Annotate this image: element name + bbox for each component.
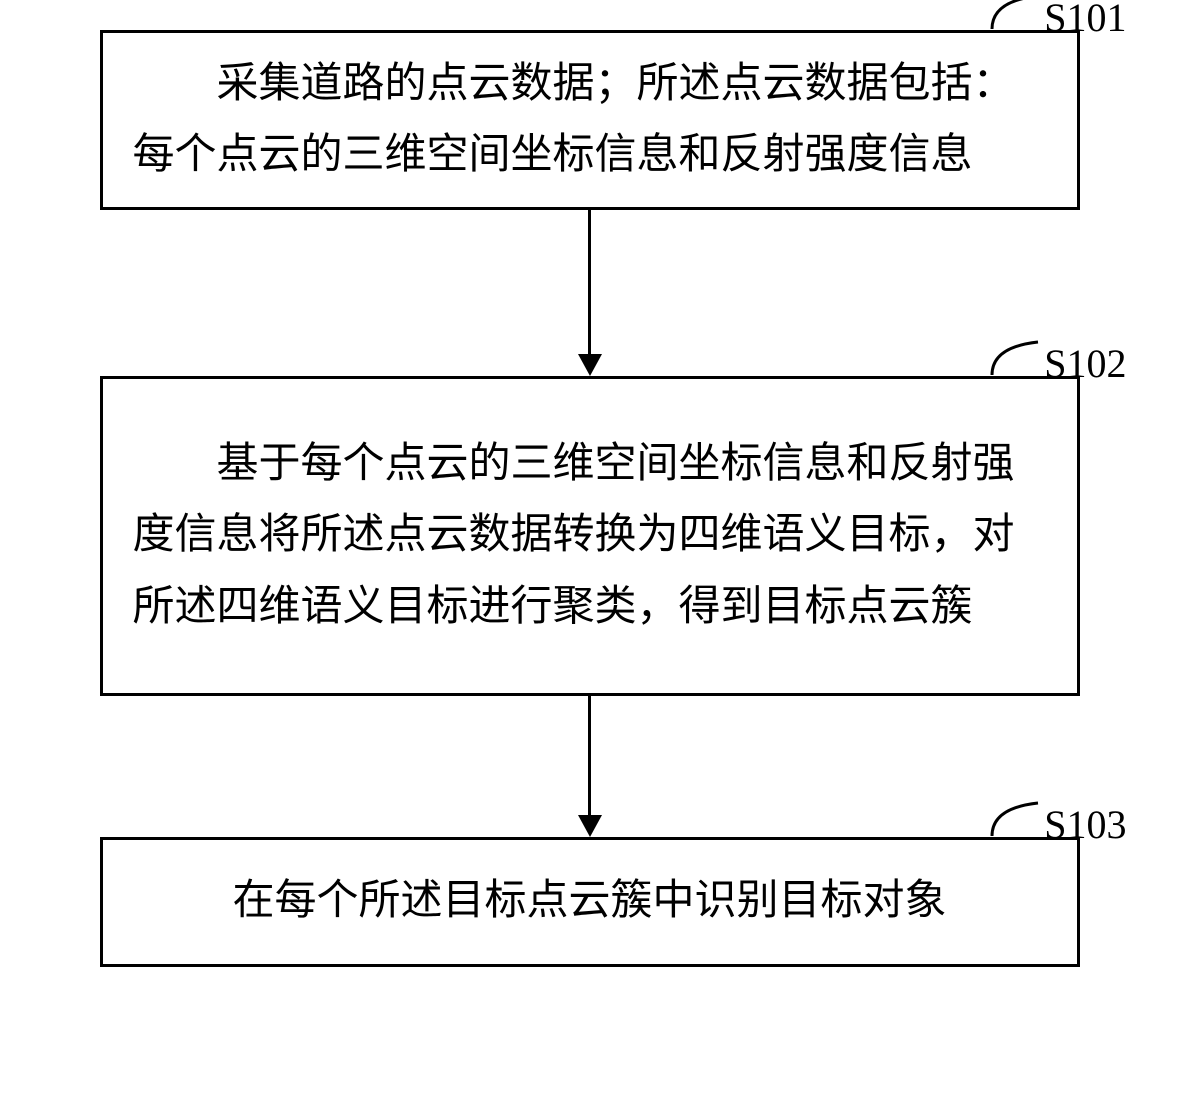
label-text: S102 xyxy=(1044,340,1126,387)
step-label-s101: S101 xyxy=(990,0,1126,41)
label-text: S101 xyxy=(1044,0,1126,41)
step-box-s103: S103 在每个所述目标点云簇中识别目标对象 xyxy=(100,837,1080,967)
step-label-s102: S102 xyxy=(990,337,1126,387)
step-text: 采集道路的点云数据；所述点云数据包括：每个点云的三维空间坐标信息和反射强度信息 xyxy=(133,49,1047,192)
label-text: S103 xyxy=(1044,801,1126,848)
arrow-line xyxy=(588,210,591,355)
flowchart-container: S101 采集道路的点云数据；所述点云数据包括：每个点云的三维空间坐标信息和反射… xyxy=(60,30,1119,967)
arrow-head-icon xyxy=(578,354,602,376)
connector-1 xyxy=(578,210,602,376)
step-text: 基于每个点云的三维空间坐标信息和反射强度信息将所述点云数据转换为四维语义目标，对… xyxy=(133,429,1047,643)
curve-icon xyxy=(990,798,1040,848)
step-label-s103: S103 xyxy=(990,798,1126,848)
curve-icon xyxy=(990,337,1040,387)
step-text: 在每个所述目标点云簇中识别目标对象 xyxy=(133,866,1047,937)
arrow-line xyxy=(588,696,591,816)
arrow-head-icon xyxy=(578,815,602,837)
curve-icon xyxy=(990,0,1040,41)
step-box-s101: S101 采集道路的点云数据；所述点云数据包括：每个点云的三维空间坐标信息和反射… xyxy=(100,30,1080,210)
step-box-s102: S102 基于每个点云的三维空间坐标信息和反射强度信息将所述点云数据转换为四维语… xyxy=(100,376,1080,696)
connector-2 xyxy=(578,696,602,837)
